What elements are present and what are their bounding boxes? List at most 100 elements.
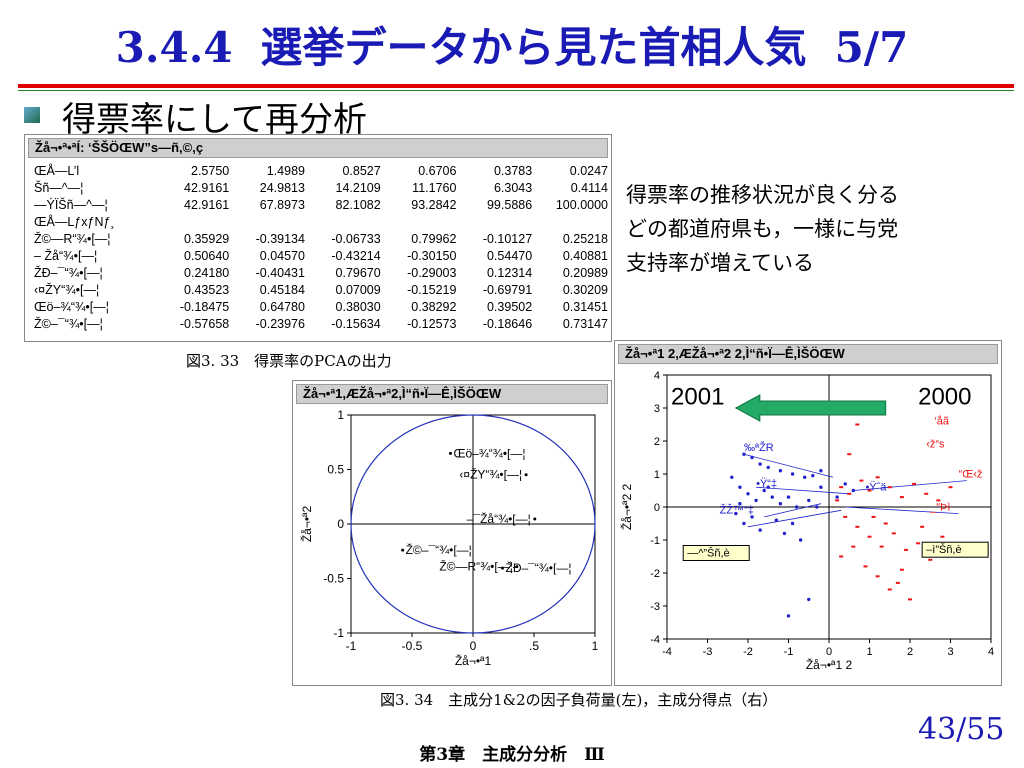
table-cell: 100.0000 [555, 197, 608, 212]
score-point-red [859, 479, 864, 482]
table-cell [459, 213, 535, 230]
x-tick-label: -2 [743, 646, 753, 658]
x-tick-label: -0.5 [402, 639, 423, 653]
y-tick-label: 1 [654, 469, 660, 481]
score-point-red [891, 532, 896, 535]
score-point-red [936, 499, 941, 502]
score-point-blue [819, 485, 823, 489]
table-cell: -0.39134 [255, 231, 305, 246]
y-tick-label: 2 [654, 436, 660, 448]
table-cell: -0.12573 [407, 316, 457, 331]
table-cell: 0.12314 [486, 265, 533, 280]
score-point-blue [734, 511, 738, 516]
table-cell: 0.35929 [184, 231, 230, 246]
x-tick-label: 2 [907, 646, 913, 658]
table-cell: 0.45184 [259, 282, 305, 297]
table-cell: 6.3043 [493, 180, 533, 195]
loading-label: Ž©–¯“¾•[—¦ [406, 542, 472, 557]
scores-chart: -4 -3 -2 -1 0 1 2 3 4 4 3 2 1 0 -1 -2 -3 -4 Žå¬•ª1 2 Žå¬•ª2… [619, 370, 994, 672]
explanation-note: 得票率の推移状況が良く分る どの都道府県も，一様に与党 支持率が増えている [626, 178, 899, 280]
table-row: ŒÅ—L’l 2.5750 1.4989 0.8527 0.6706 0.3783 0.02… [31, 162, 611, 179]
score-point-blue [774, 518, 779, 522]
title-text: 選挙データから見た首相人気 [260, 23, 807, 72]
loading-point [524, 473, 528, 477]
point-label: ‰ªŽR [744, 441, 774, 454]
loading-label: –¯Žå“¾•[—¦ [467, 511, 531, 526]
y-tick-label: -0.5 [323, 572, 344, 586]
x-tick-label: -1 [346, 639, 357, 653]
title-rule-red [18, 84, 1014, 88]
table-cell: 0.30209 [562, 282, 608, 297]
score-point-red [843, 515, 848, 518]
point-label: •Ÿ“‡ [756, 478, 777, 490]
table-cell: 14.2109 [335, 180, 381, 195]
score-point-blue [742, 452, 746, 456]
score-point-blue [778, 502, 783, 506]
score-point-blue [750, 515, 754, 519]
score-point-blue [798, 538, 803, 542]
callout-label: —^”Šñ,è [687, 547, 729, 560]
score-point-red [867, 489, 872, 492]
y-tick-label: -1 [333, 626, 344, 640]
table-cell: 0.50640 [184, 248, 230, 263]
score-point-red [899, 496, 904, 499]
y-tick-label: -4 [650, 634, 660, 646]
table-row: Ž©–¯“¾•[—¦ -0.57658 -0.23976 -0.15634 -0.125… [31, 315, 611, 332]
table-cell: 82.1082 [335, 197, 381, 212]
table-cell: 0.20989 [562, 265, 608, 280]
score-point-red [916, 542, 921, 545]
score-point-blue [790, 521, 795, 526]
y-tick-label: 0 [337, 517, 344, 531]
table-cell: 0.43523 [184, 282, 230, 297]
score-point-red [847, 453, 852, 456]
table-cell: 0.40881 [562, 248, 608, 263]
movement-line [747, 509, 842, 528]
score-point-blue [738, 485, 742, 489]
scores-window-title: Žå¬•ª1 2,ÆŽå¬•ª2 2,Ì“ñ•Ï—Ê,ÌŠÖŒW [618, 344, 998, 364]
score-point-red [940, 535, 945, 538]
pca-output-window: Žå¬•ª•ªÍ: ‘ŠŠÖŒW”s—ñ,©,ç ŒÅ—L’l 2.5750 1.4… [24, 134, 612, 342]
loading-point [515, 565, 519, 569]
caption-fig-3-34: 図3. 34 主成分1&2の因子負荷量(左)，主成分得点（右） [380, 691, 778, 709]
table-row: ŽÐ–¯“¾•[—¦ 0.24180 -0.40431 0.79670 -0.29003… [31, 264, 611, 281]
score-point-red [851, 545, 856, 548]
score-point-red [835, 499, 840, 502]
score-point-blue [766, 485, 770, 489]
score-point-blue [786, 495, 791, 499]
x-tick-label: 3 [947, 646, 953, 658]
point-label: Ž­Ž™“‡ [720, 504, 754, 517]
table-cell: 24.9813 [259, 180, 305, 195]
point-label: •Ÿˆä [865, 482, 887, 494]
score-point-red [855, 423, 860, 426]
loading-point [500, 566, 504, 570]
score-point-blue [807, 597, 811, 602]
row-label: ŒÅ—LƒxƒNƒ¸ [34, 214, 115, 229]
x-tick-label: -3 [703, 646, 713, 658]
table-cell [157, 213, 233, 230]
table-cell: 67.8973 [259, 197, 305, 212]
score-point-red [839, 555, 844, 558]
score-point-red [887, 486, 892, 489]
table-cell: 0.38292 [411, 299, 457, 314]
table-cell: 0.0247 [569, 163, 608, 178]
score-point-blue [754, 498, 758, 503]
row-label: Ž©—R“¾•[—¦ [34, 231, 111, 246]
caption-fig-3-33: 図3. 33 得票率のPCAの出力 [186, 352, 392, 370]
y-axis-label: Žå¬•ª2 2 [619, 484, 634, 531]
x-axis-label: Žå¬•ª1 2 [806, 657, 853, 672]
table-cell: 0.6706 [418, 163, 457, 178]
row-label: Œö–¾“¾•[—¦ [34, 299, 110, 314]
movement-line [743, 453, 834, 478]
row-label: —ÝÏŠñ—^—¦ [34, 197, 108, 212]
table-cell: 0.8527 [342, 163, 381, 178]
score-point-red [899, 568, 904, 571]
callout-box [921, 541, 989, 558]
year-label-2001: 2001 [671, 384, 724, 411]
table-cell: 0.73147 [562, 316, 608, 331]
point-label: _“Þì [929, 501, 950, 513]
table-cell [535, 213, 611, 230]
score-point-blue [819, 469, 823, 473]
table-cell: 1.4989 [266, 163, 305, 178]
score-point-blue [758, 528, 762, 532]
table-cell: 0.54470 [486, 248, 533, 263]
